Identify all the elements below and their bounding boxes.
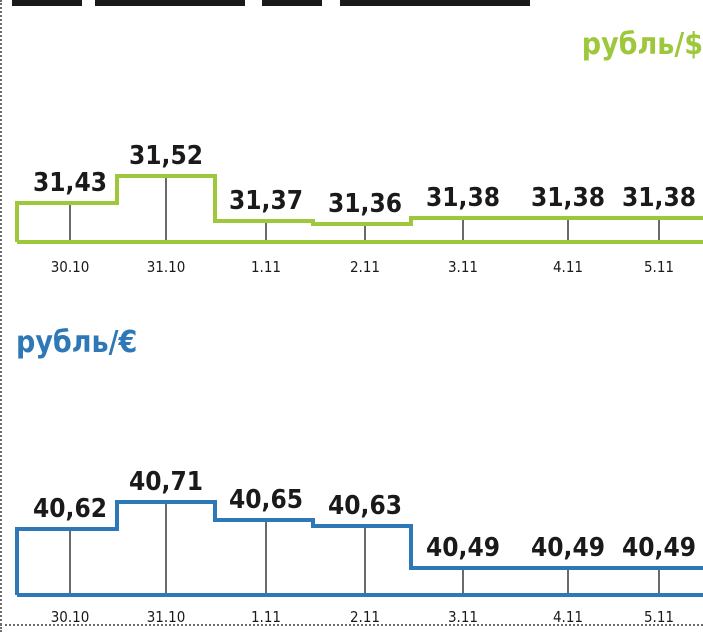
data-label-usd: 31,43 bbox=[33, 168, 107, 198]
cropped-header-text bbox=[0, 0, 703, 8]
data-label-eur: 40,63 bbox=[328, 491, 402, 521]
page-border-bottom bbox=[0, 624, 703, 626]
data-label-eur: 40,49 bbox=[531, 533, 605, 563]
data-label-usd: 31,38 bbox=[622, 183, 696, 213]
x-tick-label-usd: 5.11 bbox=[644, 258, 674, 276]
x-tick-label-eur: 31.10 bbox=[147, 608, 186, 626]
step-line-eur bbox=[15, 500, 703, 595]
x-tick-label-usd: 31.10 bbox=[147, 258, 186, 276]
x-tick-label-usd: 30.10 bbox=[51, 258, 90, 276]
x-tick-label-usd: 1.11 bbox=[251, 258, 281, 276]
data-label-eur: 40,71 bbox=[129, 467, 203, 497]
data-label-eur: 40,65 bbox=[229, 485, 303, 515]
data-label-eur: 40,49 bbox=[426, 533, 500, 563]
x-tick-label-eur: 5.11 bbox=[644, 608, 674, 626]
data-label-usd: 31,52 bbox=[129, 141, 203, 171]
data-label-eur: 40,62 bbox=[33, 494, 107, 524]
x-tick-label-eur: 4.11 bbox=[553, 608, 583, 626]
x-tick-label-eur: 1.11 bbox=[251, 608, 281, 626]
data-label-usd: 31,38 bbox=[426, 183, 500, 213]
page-border-left bbox=[0, 0, 2, 632]
x-tick-label-eur: 2.11 bbox=[350, 608, 380, 626]
x-tick-label-eur: 30.10 bbox=[51, 608, 90, 626]
chart-title-eur: рубль/€ bbox=[16, 325, 137, 360]
data-label-usd: 31,37 bbox=[229, 186, 303, 216]
x-tick-label-usd: 2.11 bbox=[350, 258, 380, 276]
x-tick-label-usd: 3.11 bbox=[448, 258, 478, 276]
x-tick-label-usd: 4.11 bbox=[553, 258, 583, 276]
data-label-usd: 31,36 bbox=[328, 189, 402, 219]
data-label-usd: 31,38 bbox=[531, 183, 605, 213]
chart-title-usd: рубль/$ bbox=[582, 27, 703, 62]
step-line-usd bbox=[15, 174, 703, 242]
x-tick-label-eur: 3.11 bbox=[448, 608, 478, 626]
data-label-eur: 40,49 bbox=[622, 533, 696, 563]
